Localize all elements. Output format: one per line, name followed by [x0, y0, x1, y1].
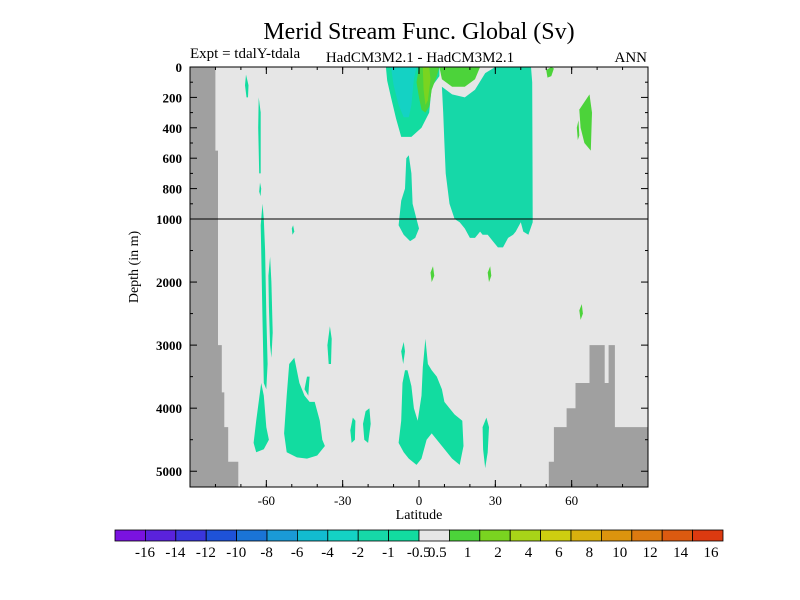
colorbar-swatch [479, 529, 511, 542]
colorbar-label: -6 [291, 545, 304, 561]
y-tick-label: 400 [163, 121, 183, 136]
y-tick-label: 5000 [156, 464, 182, 479]
plot-area [189, 66, 649, 488]
y-tick-label: 4000 [156, 401, 182, 416]
contour-deep-small [401, 342, 405, 364]
colorbar-swatch [327, 529, 359, 542]
colorbar-label: 6 [555, 545, 563, 561]
y-tick-label: 1000 [156, 212, 182, 227]
colorbar-swatch [388, 529, 420, 542]
colorbar-swatch [266, 529, 298, 542]
colorbar-label: 14 [673, 545, 689, 561]
colorbar-label: 1 [464, 545, 472, 561]
colorbar-swatch [144, 529, 177, 542]
colorbar-label: 2 [494, 545, 502, 561]
colorbar-swatch [570, 529, 602, 542]
contour-green-dot-2 [487, 266, 492, 283]
model-label: HadCM3M2.1 - HadCM3M2.1 [326, 50, 514, 66]
x-tick-label: 60 [565, 493, 578, 508]
contour-north-green-cell [579, 94, 592, 151]
colorbar-label: 0.5 [428, 545, 447, 561]
contour-teal-dot [291, 225, 295, 235]
colorbar-swatch [175, 529, 207, 542]
colorbar-label: -12 [196, 545, 216, 561]
expt-label: Expt = tdalY-tdala [190, 46, 300, 62]
colorbar: -16 -14 -12 -10 -8 -6 -4 -2 -1 -0.50.5 1 2 4 6 8 10 12 14… [114, 529, 724, 561]
colorbar-swatch [540, 529, 572, 542]
contour-upper-green-north [439, 67, 481, 87]
contour-green-dot-3 [579, 304, 583, 320]
x-axis: -60 -30 0 30 60 [189, 67, 649, 508]
colorbar-swatch [357, 529, 390, 542]
y-axis-label: Depth (in m) [127, 231, 142, 304]
colorbar-swatch [509, 529, 542, 542]
contour-sh-deep-spur [304, 376, 310, 396]
colorbar-swatch [114, 529, 146, 542]
colorbar-swatch [661, 529, 694, 542]
contour-green-dot-1 [430, 266, 435, 283]
contour-sh-upper-strip [258, 97, 261, 174]
contour-deep-eq-east [482, 417, 489, 469]
contour-sh-filament-2 [268, 256, 273, 358]
contour-deep-mid-blob-2 [350, 417, 356, 443]
colorbar-label: -4 [321, 545, 334, 561]
land-antarctica [190, 67, 239, 487]
colorbar-swatch [448, 529, 481, 542]
colorbar-label: -0.5 [407, 545, 431, 561]
colorbar-label: 4 [525, 545, 533, 561]
x-tick-label: 30 [489, 493, 502, 508]
contour-deep-sh-island [327, 326, 332, 364]
contour-upper-yellow-cell [422, 67, 431, 105]
contour-eq-upper-blob [398, 155, 419, 242]
y-axis: 0 200 400 600 800 1000 2000 3000 4000 5000 [156, 60, 648, 479]
colorbar-swatch [692, 529, 724, 542]
y-tick-label: 2000 [156, 275, 182, 290]
colorbar-label: 8 [586, 545, 594, 561]
field-contours [245, 67, 592, 469]
season-label: ANN [615, 50, 648, 66]
colorbar-swatch [631, 529, 663, 542]
colorbar-swatch [418, 529, 450, 542]
x-tick-label: -30 [334, 493, 351, 508]
x-tick-label: 0 [416, 493, 423, 508]
contour-north-dot [546, 67, 554, 78]
colorbar-label: 16 [704, 545, 720, 561]
y-tick-label: 800 [163, 182, 183, 197]
x-tick-label: -60 [258, 493, 275, 508]
colorbar-swatch [205, 529, 237, 542]
chart-title: Merid Stream Func. Global (Sv) [263, 19, 574, 45]
y-tick-label: 600 [163, 151, 183, 166]
contour-sh-deep-west [253, 383, 269, 453]
contour-deep-eq-cell [398, 338, 464, 465]
colorbar-label: -1 [382, 545, 395, 561]
colorbar-label: -2 [352, 545, 365, 561]
colorbar-label: -10 [226, 545, 246, 561]
colorbar-label: -8 [260, 545, 273, 561]
contour-upper-teal-cell [441, 67, 533, 248]
contour-sh-upper-dot [245, 74, 249, 98]
colorbar-label: -14 [165, 545, 185, 561]
contour-deep-mid-blob [363, 408, 371, 443]
contour-north-green-dot [576, 120, 580, 140]
contour-sh-filament [260, 203, 268, 390]
colorbar-swatch [236, 529, 268, 542]
land-mask [190, 67, 648, 487]
x-axis-label: Latitude [396, 508, 443, 523]
contour-deep-sh-cell [284, 357, 325, 459]
y-tick-label: 0 [176, 60, 183, 75]
y-tick-label: 3000 [156, 338, 182, 353]
contour-upper-blue-cell [391, 67, 417, 118]
land-north-ridge [548, 345, 648, 487]
colorbar-swatch [601, 529, 633, 542]
colorbar-label: 10 [612, 545, 627, 561]
colorbar-label: 12 [643, 545, 658, 561]
y-tick-label: 200 [163, 90, 183, 105]
colorbar-swatch [296, 529, 329, 542]
colorbar-label: -16 [135, 545, 155, 561]
contour-sh-blob-800 [259, 182, 262, 197]
